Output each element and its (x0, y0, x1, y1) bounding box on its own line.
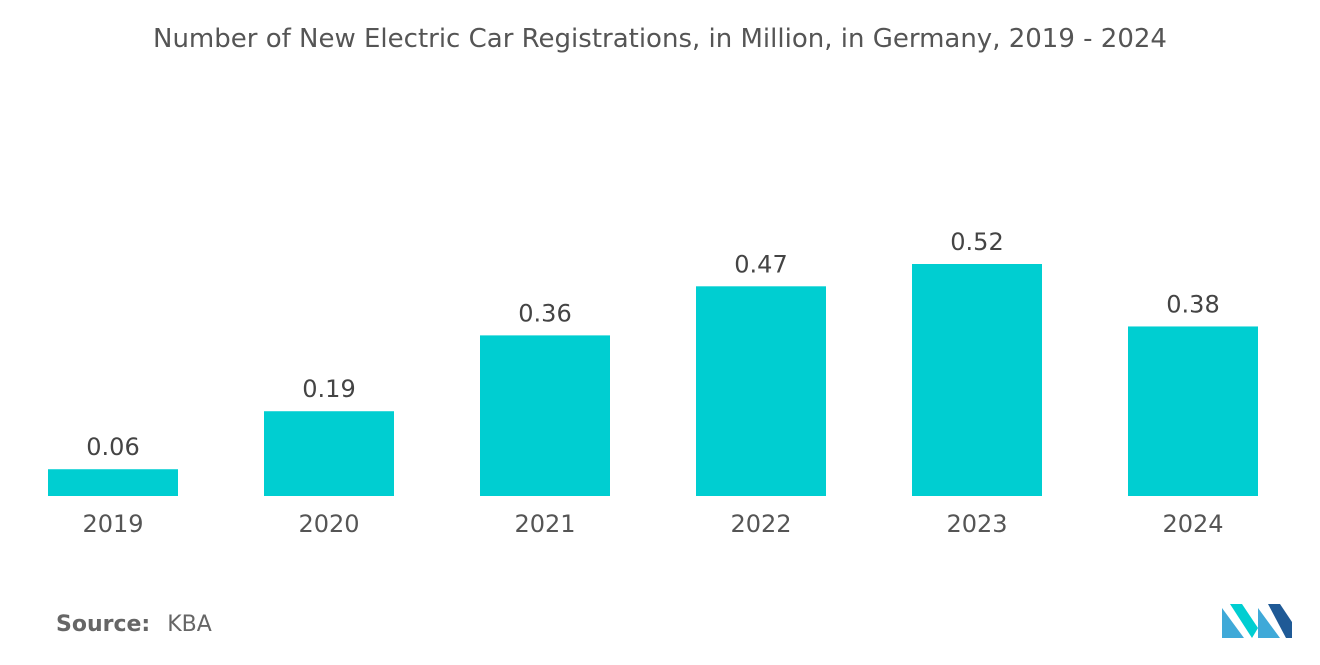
bar-2024 (1128, 326, 1258, 496)
logo-shape-left (1222, 608, 1244, 638)
bar-2020 (264, 411, 394, 496)
x-tick-label-2021: 2021 (514, 510, 575, 538)
data-label-2024: 0.38 (1166, 290, 1219, 318)
bar-2019 (48, 469, 178, 496)
x-tick-label-2019: 2019 (82, 510, 143, 538)
x-tick-label-2020: 2020 (298, 510, 359, 538)
bar-2023 (912, 264, 1042, 496)
mordor-intelligence-logo-icon (1222, 604, 1292, 638)
data-label-2023: 0.52 (950, 228, 1003, 256)
x-tick-label-2024: 2024 (1162, 510, 1223, 538)
data-label-2021: 0.36 (518, 299, 571, 327)
logo-shape-right (1268, 604, 1292, 638)
x-tick-label-2023: 2023 (946, 510, 1007, 538)
data-label-2022: 0.47 (734, 250, 787, 278)
x-tick-label-2022: 2022 (730, 510, 791, 538)
data-label-2020: 0.19 (302, 375, 355, 403)
source-value: KBA (167, 612, 212, 637)
logo-shape-mid-right (1258, 608, 1280, 638)
chart-title: Number of New Electric Car Registrations… (153, 24, 1167, 54)
logo-shape-mid-left (1230, 604, 1258, 638)
bar-2022 (696, 286, 826, 496)
bar-2021 (480, 335, 610, 496)
data-label-2019: 0.06 (86, 433, 139, 461)
source-line: Source: KBA (56, 612, 212, 637)
source-label: Source: (56, 612, 151, 637)
